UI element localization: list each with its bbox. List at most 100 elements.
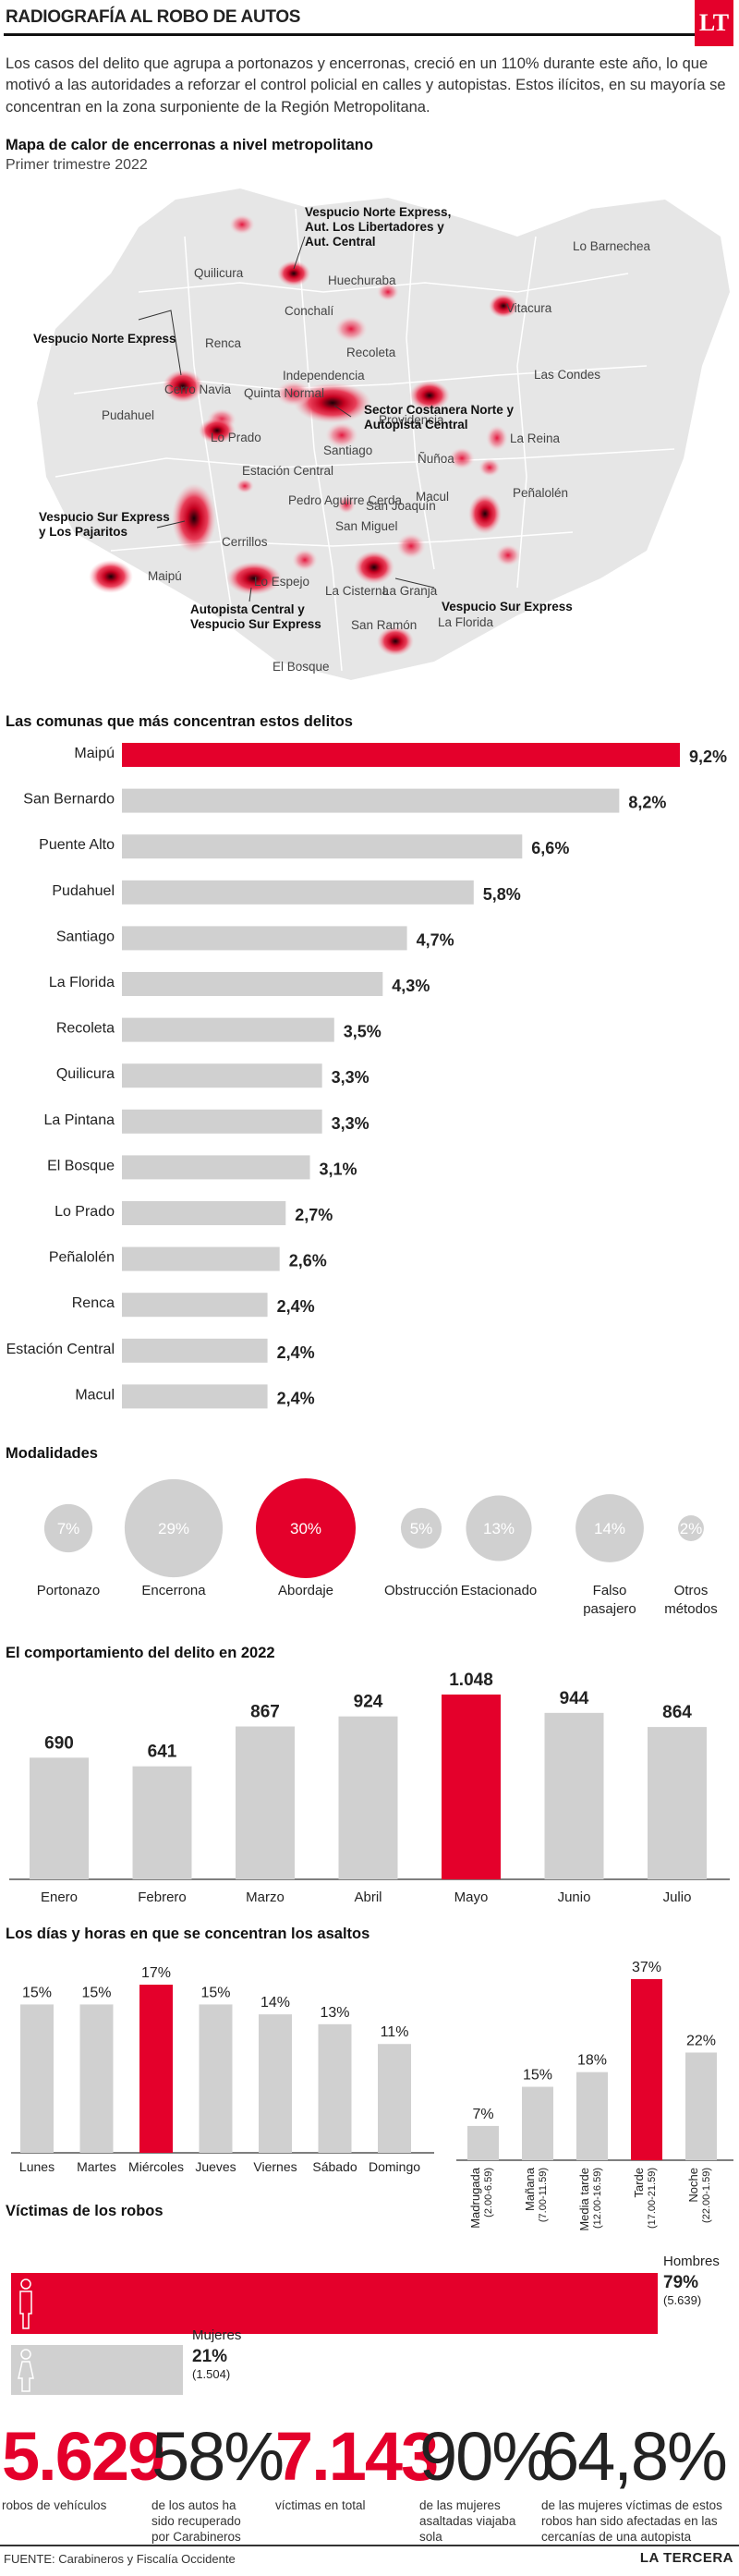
commune-label: Las Condes [534, 368, 600, 382]
monthly-value-label: 944 [560, 1689, 589, 1708]
commune-value-label: 3,3% [332, 1068, 370, 1087]
highway-label-vne-libertadores: Vespucio Norte Express, Aut. Los Liberta… [305, 205, 454, 249]
monthly-value-label: 867 [250, 1703, 280, 1722]
commune-label: Vitacura [506, 301, 552, 315]
commune-bar [122, 1384, 268, 1409]
hours-bar-chart: 7% Madrugada (2.00-6.59) 15% Mañana (7.00-11.… [456, 1960, 733, 2231]
svg-text:Noche: Noche [686, 2168, 700, 2203]
day-label: Viernes [253, 2159, 297, 2174]
modalidad-value-label: 13% [483, 1520, 515, 1537]
highway-label-vne: Vespucio Norte Express [33, 332, 176, 346]
stat-women-highway: 64,8% de las mujeres víctimas de estos r… [541, 2423, 735, 2546]
modalidad-bubble [124, 1478, 224, 1578]
svg-text:(22.00-1.59): (22.00-1.59) [701, 2168, 712, 2223]
hour-value-label: 18% [577, 2053, 607, 2069]
commune-label: Cerro Navia [164, 383, 232, 396]
commune-name: Renca [72, 1295, 115, 1311]
men-count: (5.639) [663, 2293, 701, 2307]
modalidad-value-label: 29% [158, 1520, 189, 1537]
hour-value-label: 7% [472, 2107, 493, 2122]
commune-value-label: 3,3% [332, 1114, 370, 1133]
stat-text: de las mujeres asaltadas viajaba sola [419, 2498, 516, 2544]
commune-label: Renca [205, 336, 242, 350]
day-bar [20, 2004, 54, 2153]
svg-text:(12.00-16.59): (12.00-16.59) [592, 2168, 603, 2229]
hour-bar [685, 2052, 717, 2160]
stat-recovered: 58% de los autos ha sido recuperado por … [151, 2418, 285, 2546]
commune-bar [122, 880, 474, 905]
woman-icon [20, 2349, 31, 2360]
modalidad-value-label: 14% [594, 1520, 625, 1537]
stat-value: 64,8% [541, 2418, 728, 2495]
hour-bar [631, 1979, 662, 2160]
day-bar [378, 2044, 411, 2153]
commune-label: Providencia [379, 413, 444, 427]
commune-name: Pudahuel [52, 883, 115, 899]
man-icon [20, 2278, 31, 2290]
modalidad-label-line2: pasajero [583, 1601, 636, 1617]
commune-bar [122, 1246, 280, 1271]
page-title: RADIOGRAFÍA AL ROBO DE AUTOS [6, 7, 301, 27]
map-subtitle: Primer trimestre 2022 [6, 157, 148, 173]
monthly-bar [30, 1757, 89, 1879]
month-label: Marzo [246, 1889, 285, 1905]
hour-value-label: 22% [686, 2033, 716, 2048]
day-bar [318, 2023, 352, 2153]
day-bar [139, 1985, 173, 2153]
monthly-bar [236, 1726, 295, 1879]
day-value-label: 15% [22, 1985, 52, 2000]
commune-name: Maipú [74, 746, 115, 761]
day-value-label: 11% [381, 2024, 409, 2040]
commune-bar [122, 1201, 286, 1225]
modalidad-label: Obstrucción [384, 1583, 458, 1598]
hour-value-label: 15% [523, 2068, 552, 2084]
commune-label: Huechuraba [328, 273, 396, 287]
woman-icon-body [18, 2361, 34, 2392]
month-label: Junio [558, 1889, 591, 1905]
day-label: Miércoles [128, 2159, 184, 2174]
hour-value-label: 37% [632, 1960, 661, 1975]
monthly-value-label: 641 [148, 1743, 177, 1762]
stat-value: 58% [151, 2418, 285, 2495]
day-value-label: 13% [320, 2005, 349, 2021]
modalidad-value-label: 5% [410, 1520, 433, 1537]
modalidad-bubble [678, 1515, 704, 1541]
stat-women-alone: 90% de las mujeres asaltadas viajaba sol… [419, 2423, 552, 2546]
highway-label-costanera: Sector Costanera Norte y Autopista Centr… [364, 403, 517, 431]
monthly-chart-title: El comportamiento del delito en 2022 [6, 1645, 275, 1661]
women-pct: 21% [192, 2347, 227, 2366]
men-pct: 79% [663, 2273, 698, 2292]
stat-text: de las mujeres víctimas de estos robos h… [541, 2498, 722, 2544]
communes-bar-chart: Maipú 9,2% San Bernardo 8,2% Puente Alto 6,6%… [6, 743, 727, 1409]
commune-label: Quinta Normal [244, 386, 324, 400]
monthly-bar-chart: 690 Enero 641 Febrero 867 Marzo 924 Abril 1.048 M… [9, 1671, 730, 1905]
commune-value-label: 4,3% [392, 977, 430, 995]
victims-title: Víctimas de los robos [6, 2203, 164, 2219]
stat-victims: 7.143 víctimas en total [275, 2423, 439, 2514]
modalidad-label: Estacionado [461, 1583, 538, 1598]
commune-value-label: 2,4% [277, 1297, 315, 1316]
svg-text:Tarde: Tarde [632, 2168, 646, 2198]
modalidad-bubble [400, 1507, 442, 1549]
commune-name: Recoleta [56, 1021, 115, 1037]
commune-label: San Miguel [335, 519, 398, 533]
commune-bar [122, 1293, 268, 1318]
commune-name: Quilicura [56, 1066, 115, 1082]
monthly-bar [132, 1766, 192, 1879]
commune-name: La Florida [49, 975, 115, 990]
day-label: Jueves [195, 2159, 236, 2174]
commune-label: Lo Barnechea [573, 239, 651, 253]
monthly-value-label: 924 [354, 1693, 383, 1712]
commune-label: Recoleta [346, 346, 396, 359]
monthly-value-label: 690 [44, 1733, 74, 1753]
victims-bar-chart: Hombres 79%(5.639) Mujeres 21%(1.504) [11, 2254, 720, 2395]
leader-lines [138, 236, 435, 602]
day-bar [259, 2014, 292, 2153]
modalidad-label-line2: métodos [664, 1601, 718, 1617]
day-label: Sábado [312, 2159, 357, 2174]
svg-text:Madrugada: Madrugada [468, 2167, 482, 2229]
commune-label: Macul [416, 490, 449, 504]
hour-label: Noche (22.00-1.59) [686, 2168, 712, 2223]
commune-bar [122, 1017, 334, 1042]
modalidad-label: Otros [674, 1583, 709, 1598]
